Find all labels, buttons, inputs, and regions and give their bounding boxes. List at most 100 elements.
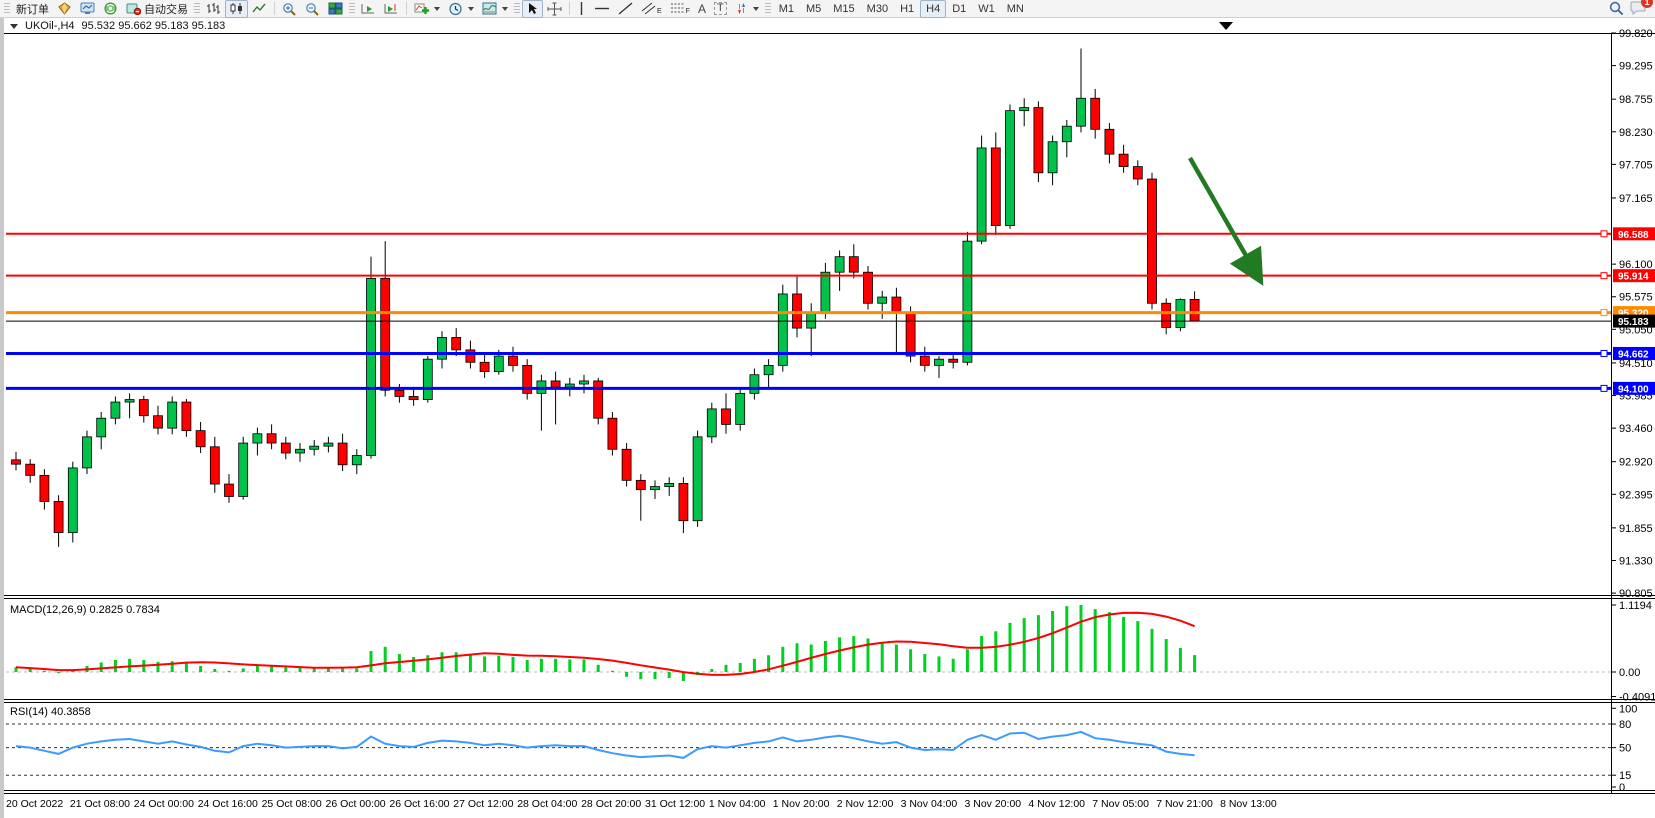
price-tick-label: 93.460 bbox=[1619, 423, 1653, 435]
price-badge-94.100 bbox=[1613, 381, 1655, 395]
vertical-line-tool-button[interactable] bbox=[573, 0, 590, 18]
text-tool-button[interactable]: A bbox=[694, 0, 710, 18]
indicators-button[interactable] bbox=[410, 0, 444, 18]
price-chart[interactable]: 99.820 99.295 98.755 98.230 97.705 97.165 96.1… bbox=[4, 18, 1655, 818]
auto-trading-icon bbox=[126, 3, 141, 15]
notification-badge: 1 bbox=[1641, 0, 1653, 8]
price-badge-96.588 bbox=[1613, 227, 1655, 241]
price-badge-95.914 bbox=[1613, 269, 1655, 283]
signal-icon bbox=[104, 2, 117, 15]
toolbar-grip[interactable] bbox=[4, 2, 10, 15]
time-axis-label: 1 Nov 04:00 bbox=[709, 798, 766, 810]
cursor-icon bbox=[529, 3, 537, 14]
text-tool-label: A bbox=[697, 1, 706, 16]
trendline-tool-button[interactable] bbox=[614, 0, 637, 18]
main-toolbar: 新订单 自动交易 bbox=[0, 0, 1655, 18]
new-order-button[interactable]: 新订单 bbox=[12, 0, 53, 18]
periods-button[interactable] bbox=[444, 0, 478, 18]
zoom-out-icon bbox=[306, 2, 319, 16]
search-icon[interactable] bbox=[1609, 1, 1624, 16]
time-axis-label: 24 Oct 00:00 bbox=[134, 798, 194, 810]
price-tick-label: 91.330 bbox=[1619, 555, 1653, 567]
arrows-tool-button[interactable] bbox=[731, 0, 763, 18]
timeframe-m15-button[interactable]: M15 bbox=[833, 2, 855, 15]
timeframe-h1-button[interactable]: H1 bbox=[900, 2, 915, 15]
timeframe-m5-button[interactable]: M5 bbox=[805, 2, 822, 15]
channel-tool-button[interactable]: E bbox=[637, 0, 666, 18]
candlestick-chart-button[interactable] bbox=[225, 0, 248, 18]
toolbar-grip[interactable] bbox=[764, 2, 771, 15]
terminal-button[interactable] bbox=[76, 0, 99, 18]
svg-text:94.100: 94.100 bbox=[1618, 384, 1649, 395]
text-label-tool-button[interactable]: T bbox=[710, 0, 731, 18]
signals-button[interactable] bbox=[99, 0, 122, 18]
crosshair-icon bbox=[547, 2, 562, 15]
timeframe-d1-button[interactable]: D1 bbox=[952, 2, 967, 15]
hline-handle[interactable] bbox=[1600, 384, 1608, 392]
price-tick-label: 95.575 bbox=[1619, 292, 1653, 304]
timeframe-m1-button[interactable]: M1 bbox=[778, 2, 794, 15]
rsi-tick-label: 80 bbox=[1619, 719, 1631, 731]
chart-title-row: UKOil-,H4 95.532 95.662 95.183 95.183 bbox=[10, 19, 225, 33]
toolbar-grip[interactable] bbox=[349, 2, 355, 15]
hline-handle[interactable] bbox=[1600, 272, 1608, 280]
dropdown-caret bbox=[502, 6, 508, 11]
chart-shift-button[interactable] bbox=[380, 0, 403, 18]
cursor-tool-button[interactable] bbox=[522, 0, 543, 18]
line-chart-button[interactable] bbox=[248, 0, 271, 18]
line-chart-icon bbox=[252, 3, 266, 13]
gold-gem-icon bbox=[58, 2, 71, 15]
tile-windows-button[interactable] bbox=[324, 0, 347, 18]
notifications-button[interactable]: 1 bbox=[1630, 0, 1653, 18]
timeframe-group: M1 M5 M15 M30 H1 H4 D1 W1 MN bbox=[773, 0, 1030, 18]
time-axis-label: 8 Nov 13:00 bbox=[1220, 798, 1277, 810]
monitor-icon bbox=[80, 2, 95, 14]
macd-tick-label: -0.4091 bbox=[1619, 691, 1655, 703]
time-axis-label: 3 Nov 20:00 bbox=[965, 798, 1022, 810]
toolbar-grip[interactable] bbox=[514, 2, 520, 15]
chart-shift-marker[interactable] bbox=[1219, 22, 1233, 30]
time-axis-label: 4 Nov 12:00 bbox=[1028, 798, 1085, 810]
auto-trading-button[interactable]: 自动交易 bbox=[122, 0, 192, 18]
svg-text:96.588: 96.588 bbox=[1618, 230, 1649, 241]
rsi-line bbox=[15, 730, 1195, 759]
metaeditor-button[interactable] bbox=[53, 0, 76, 18]
bar-chart-button[interactable] bbox=[202, 0, 225, 18]
equidistant-channel-icon bbox=[641, 2, 656, 15]
crosshair-tool-button[interactable] bbox=[543, 0, 566, 18]
hline-handle[interactable] bbox=[1600, 230, 1608, 238]
auto-scroll-button[interactable] bbox=[357, 0, 380, 18]
hline-handle[interactable] bbox=[1600, 309, 1608, 317]
dropdown-caret bbox=[468, 6, 474, 11]
templates-button[interactable] bbox=[478, 0, 512, 18]
price-tick-label: 99.295 bbox=[1619, 61, 1653, 73]
fibo-sub-label: F bbox=[685, 8, 690, 15]
down-trend-arrow[interactable] bbox=[1188, 156, 1264, 286]
auto-scroll-icon bbox=[361, 4, 374, 14]
price-tick-label: 97.705 bbox=[1619, 159, 1653, 171]
fibonacci-tool-button[interactable]: F bbox=[666, 0, 694, 18]
zoom-out-button[interactable] bbox=[301, 0, 324, 18]
toolbar-grip[interactable] bbox=[194, 2, 200, 15]
price-tick-label: 94.510 bbox=[1619, 358, 1653, 370]
candlestick-icon bbox=[230, 3, 242, 14]
timeframe-m30-button[interactable]: M30 bbox=[866, 2, 889, 15]
hline-handle[interactable] bbox=[1600, 349, 1608, 357]
zoom-in-icon bbox=[283, 2, 296, 16]
vertical-line-icon bbox=[580, 2, 583, 15]
timeframe-mn-button[interactable]: MN bbox=[1006, 2, 1024, 15]
horizontal-line-icon bbox=[595, 7, 609, 10]
timeframe-w1-button[interactable]: W1 bbox=[978, 2, 995, 15]
time-axis-label: 28 Oct 04:00 bbox=[517, 798, 577, 810]
chart-ohlc-values: 95.532 95.662 95.183 95.183 bbox=[81, 20, 226, 32]
collapse-icon[interactable] bbox=[10, 23, 18, 29]
horizontal-line-tool-button[interactable] bbox=[590, 0, 614, 18]
timeframe-h4-button[interactable]: H4 bbox=[920, 0, 947, 18]
time-axis-label: 28 Oct 20:00 bbox=[581, 798, 641, 810]
rsi-label: RSI(14) 40.3858 bbox=[10, 706, 91, 718]
zoom-in-button[interactable] bbox=[278, 0, 301, 18]
time-axis-label: 7 Nov 21:00 bbox=[1156, 798, 1213, 810]
arrow-objects-icon bbox=[737, 3, 745, 14]
time-axis-label: 26 Oct 16:00 bbox=[389, 798, 449, 810]
macd-label: MACD(12,26,9) 0.2825 0.7834 bbox=[10, 604, 160, 616]
